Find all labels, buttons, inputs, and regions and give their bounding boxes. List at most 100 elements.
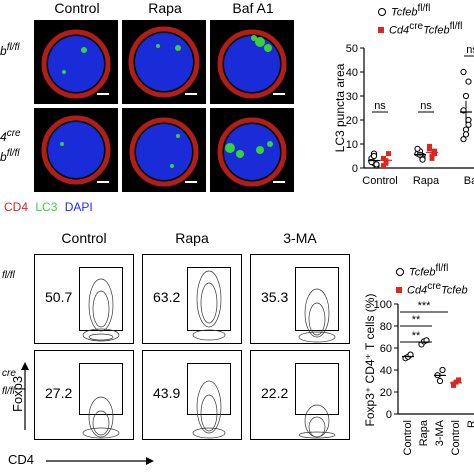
micrograph-control-ko: [34, 108, 118, 192]
flow-plot-3ma-wt: 35.3: [250, 254, 350, 344]
stain-lc3: LC3: [35, 200, 58, 214]
cell-image: [128, 26, 200, 98]
legend-item-wt: Tcfebfl/fl: [378, 2, 462, 20]
percent-value: 63.2: [153, 289, 181, 305]
flow-yaxis-arrow: [21, 362, 29, 430]
y-tick-label: 20: [380, 387, 392, 399]
y-tick-label: 30: [346, 91, 358, 103]
chart-top-puncta: 0 10 20 30 40 50 LC3 puncta area Control Rapa Baf…: [334, 43, 474, 187]
data-point: [432, 148, 437, 154]
percent-value: 43.9: [153, 385, 181, 401]
data-point: [462, 131, 470, 138]
x-tick-label: Baf: [464, 175, 474, 187]
flow-row-label-1: fl/fl: [2, 270, 15, 281]
x-tick-label: Rapa: [413, 175, 440, 187]
sig-label: ns: [420, 100, 432, 112]
row-label-1: bfl/fl: [0, 42, 20, 58]
flow-row-label-2: cre: [2, 368, 16, 379]
micrograph-bafa1-wt: [210, 20, 294, 104]
legend-item-ko: Cd4creTcfebfl/fl: [378, 20, 462, 38]
y-axis-label: LC3 puncta area: [334, 63, 347, 152]
flow-col-control: Control: [61, 230, 107, 246]
y-tick-label: 40: [380, 365, 392, 377]
data-point: [373, 161, 380, 168]
col-label-control: Control: [54, 0, 100, 16]
legend-circle-marker: [378, 7, 386, 16]
chart-bottom-legend: Tcfebfl/fl Cd4creTcfeb: [396, 262, 468, 297]
flow-col-rapa: Rapa: [175, 230, 209, 246]
y-tick-label: 40: [346, 67, 358, 79]
gate-box: [79, 267, 123, 331]
x-tick-label: Rapa: [418, 419, 430, 446]
y-tick-label: 100: [374, 299, 392, 311]
cell-image: [217, 117, 287, 187]
y-tick-label: 10: [346, 139, 358, 151]
gate-box: [79, 363, 123, 415]
data-point: [439, 366, 446, 374]
col-label-rapa: Rapa: [148, 0, 182, 16]
micrograph-rapa-ko: [122, 108, 206, 192]
y-tick-label: 60: [380, 343, 392, 355]
scale-bar: [185, 181, 197, 183]
sig-label: ns: [374, 100, 386, 112]
data-point: [451, 382, 456, 388]
flow-contour: [298, 288, 336, 343]
percent-value: 22.2: [261, 385, 289, 401]
data-point: [465, 78, 472, 85]
y-tick-label: 0: [352, 163, 358, 175]
flow-contour: [192, 380, 226, 439]
data-point: [429, 155, 435, 161]
micrograph-rapa-wt: [122, 20, 206, 104]
flow-contour: [192, 270, 226, 341]
flow-plot-rapa-wt: 63.2: [142, 254, 242, 344]
gate-box: [187, 267, 231, 331]
sig-label: **: [412, 330, 421, 342]
data-point: [407, 351, 414, 358]
scale-bar: [97, 93, 109, 95]
data-point: [456, 377, 461, 383]
data-point: [460, 136, 467, 143]
y-axis-label: Foxp3⁺ CD4⁺ T cells (%): [364, 294, 377, 427]
flow-xaxis-label: CD4: [8, 452, 35, 467]
flow-row-label-3: fl/fl: [2, 386, 15, 397]
gate-box: [295, 363, 339, 415]
y-tick-label: 50: [346, 43, 358, 55]
data-point: [465, 121, 472, 128]
x-tick-label: Control: [450, 420, 462, 455]
chart-top-legend: Tcfebfl/fl Cd4creTcfebfl/fl: [378, 2, 462, 37]
x-tick-label: R: [466, 420, 474, 428]
y-tick-label: 0: [386, 409, 392, 421]
flow-contour: [298, 404, 336, 439]
cell-image: [41, 29, 111, 99]
data-point: [386, 151, 391, 157]
legend-circle-marker: [396, 267, 404, 276]
legend-item-ko: Cd4creTcfeb: [396, 280, 468, 298]
stain-cd4: CD4: [4, 200, 29, 214]
legend-square-marker: [378, 27, 384, 34]
flow-col-3ma: 3-MA: [283, 230, 317, 246]
data-point: [414, 145, 421, 152]
gate-box: [295, 267, 339, 331]
y-tick-label: 80: [380, 321, 392, 333]
cell-image: [129, 117, 199, 187]
sig-label: ns: [466, 44, 474, 56]
cell-image: [217, 29, 287, 99]
row-label-3: bfl/fl: [0, 148, 20, 164]
micrograph-control-wt: [34, 20, 118, 104]
flow-plot-rapa-ko: 43.9: [142, 350, 242, 440]
sig-label: **: [412, 314, 421, 326]
data-point: [460, 68, 467, 76]
flow-contour: [82, 396, 120, 439]
x-tick-label: Control: [362, 175, 397, 187]
scale-bar: [273, 181, 285, 183]
flow-plot-control-wt: 50.7: [34, 254, 134, 344]
percent-value: 35.3: [261, 289, 289, 305]
col-label-bafa1: Baf A1: [232, 0, 274, 16]
scale-bar: [185, 93, 197, 95]
y-tick-label: 20: [346, 115, 358, 127]
legend-item-wt: Tcfebfl/fl: [396, 262, 468, 280]
percent-value: 27.2: [45, 385, 73, 401]
row-label-2: 4cre: [0, 128, 21, 144]
legend-square-marker: [396, 287, 402, 294]
